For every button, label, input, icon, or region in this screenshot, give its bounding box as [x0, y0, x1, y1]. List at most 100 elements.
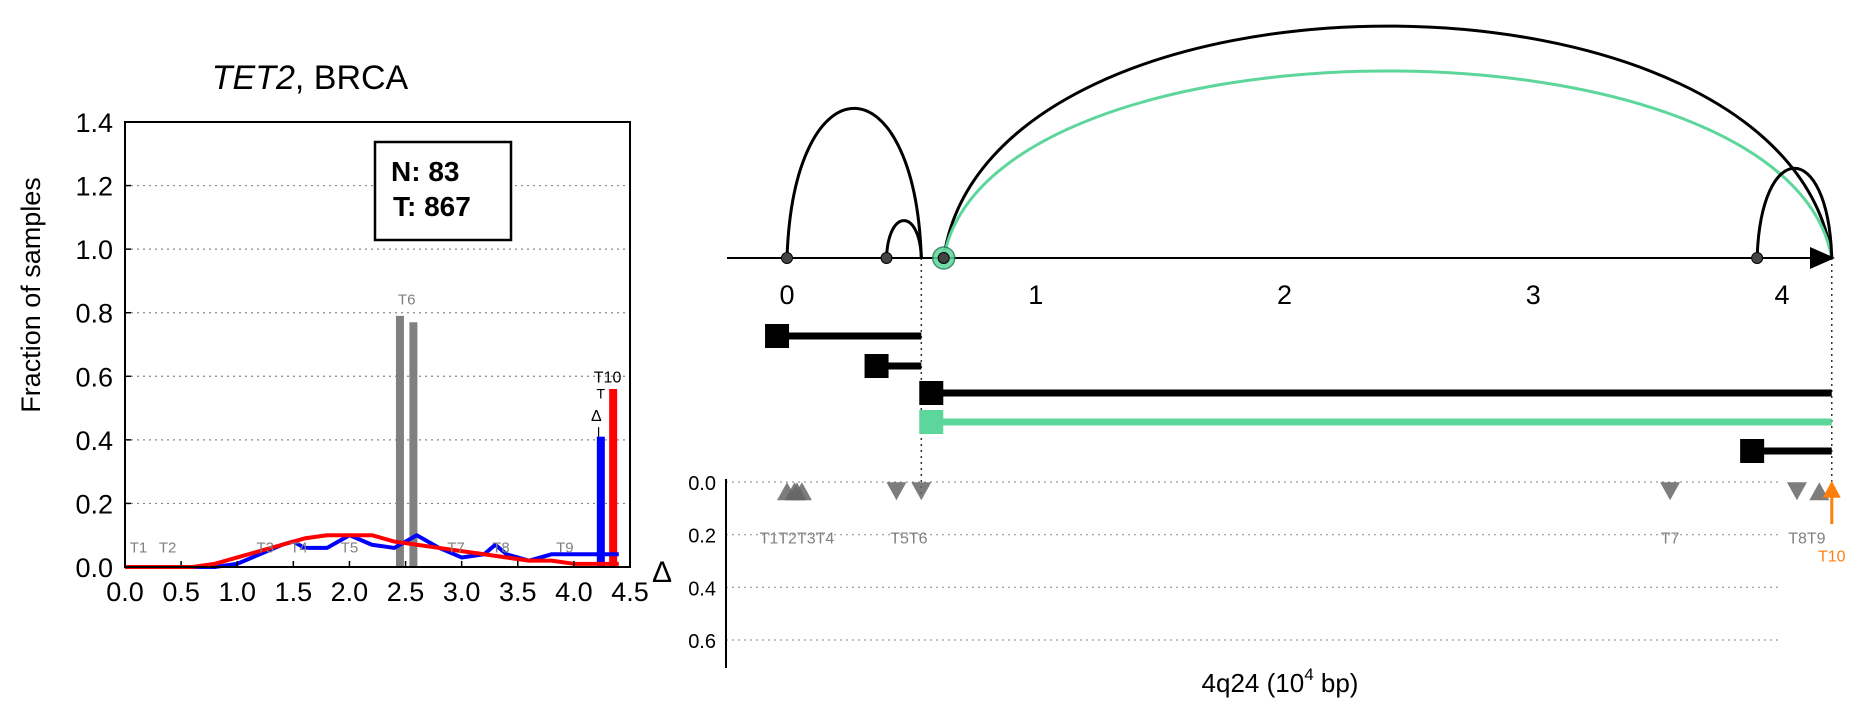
- x-tick-label: 0.0: [106, 577, 144, 607]
- junction-arc: [942, 24, 1834, 259]
- junction-nodes: [781, 246, 1764, 270]
- tss-marker: [1786, 482, 1807, 501]
- transcript-label: T7: [447, 539, 465, 556]
- axes: [124, 121, 631, 568]
- y-axis-label: Fraction of samples: [16, 177, 46, 413]
- transcript-label: T5: [341, 539, 359, 556]
- isoform-start-marker: [919, 410, 944, 434]
- transcript-label: T1: [130, 539, 148, 556]
- axis-tick-label: 2: [1277, 280, 1292, 310]
- transcript-label: T2: [159, 539, 177, 556]
- transcript-label: T9: [556, 539, 574, 556]
- boundary-lines: [920, 258, 1833, 496]
- bars: [395, 315, 618, 567]
- x-tick-label: 1.0: [218, 577, 256, 607]
- junction-arc: [1755, 166, 1834, 259]
- axis-tick-label: 0: [779, 280, 794, 310]
- delta-tick-label: 0.0: [688, 473, 716, 495]
- tumor-count: T: 867: [393, 191, 471, 222]
- tes-label-delta: Δ: [591, 408, 602, 425]
- junction-node: [937, 252, 950, 264]
- tss-marker-label: T5T6: [890, 531, 927, 548]
- tes-arrow-head: [1822, 480, 1841, 498]
- normal-count: N: 83: [391, 156, 459, 187]
- junction-arc: [885, 219, 923, 259]
- tss-bar: [395, 315, 404, 567]
- x-tick-label: 0.5: [162, 577, 200, 607]
- isoform-tracks: [765, 324, 1832, 463]
- series-line: [125, 533, 619, 569]
- tss-marker: [886, 482, 907, 501]
- transcript-label: T8: [492, 539, 510, 556]
- tick-labels: 0.0 0.5 1.0 1.5 2.0 2.5 3.0 3.5 4.0 4.5 0.0 0.2 0.4 0…: [75, 108, 648, 607]
- delta-gridlines: [726, 481, 1782, 641]
- tss-marker: [791, 482, 812, 501]
- transcript-label: T4: [290, 539, 308, 556]
- transcript-label: T3: [257, 539, 275, 556]
- plot-frame: [124, 121, 631, 568]
- delta-axis-label: Δ: [652, 556, 672, 589]
- isoform-start-marker: [864, 354, 889, 378]
- x-axis-label: 4q24 (104 bp): [1202, 665, 1359, 698]
- isoform-start-marker: [765, 324, 790, 348]
- x-tick-label: 2.5: [387, 577, 425, 607]
- x-axis-label-unit: bp): [1314, 668, 1359, 698]
- transcript-label: T6: [398, 291, 416, 308]
- x-tick-label: 4.5: [611, 577, 649, 607]
- delta-tick-label: 0.4: [688, 578, 716, 600]
- tes-bar: [596, 436, 605, 567]
- tss-marker-label: T7: [1661, 531, 1680, 548]
- title-rest: , BRCA: [295, 59, 409, 97]
- chart-title: TET2, BRCA: [212, 59, 409, 97]
- x-tick-label: 2.0: [331, 577, 369, 607]
- x-tick-label: 4.0: [555, 577, 593, 607]
- y-tick-label: 0.8: [75, 299, 113, 329]
- junction-arc: [942, 69, 1834, 259]
- y-tick-label: 1.0: [75, 235, 113, 265]
- tss-marker-label: T1T2T3T4: [760, 531, 835, 548]
- counts-box-frame: [373, 140, 513, 242]
- counts-box: N: 83 T: 867: [373, 140, 513, 242]
- tss-marker-label: T8T9: [1788, 531, 1825, 548]
- axis-tick-label: 4: [1774, 280, 1789, 310]
- axis-tick-label: 1: [1028, 280, 1043, 310]
- delta-axis: 0.0 0.2 0.4 0.6: [688, 473, 727, 668]
- y-tick-label: 0.2: [75, 489, 113, 519]
- isoform-start-marker: [1740, 439, 1765, 463]
- junction-arc: [785, 107, 923, 259]
- histogram-panel: TET2, BRCA Fraction of samples T1 T2 T3 T4 T…: [16, 59, 649, 607]
- delta-tick-label: 0.2: [688, 526, 716, 548]
- junction-arcs: [785, 24, 1834, 259]
- y-tick-label: 0.6: [75, 362, 113, 392]
- y-tick-label: 1.4: [75, 108, 113, 138]
- tes-marker-label: T10: [1818, 549, 1846, 566]
- isoform-start-marker: [919, 381, 944, 405]
- tss-marker: [911, 482, 932, 501]
- y-tick-label: 0.0: [75, 553, 113, 583]
- axis-arrowhead: [1810, 247, 1835, 269]
- x-axis-label-exponent: 4: [1304, 665, 1313, 684]
- axis-tick-label: 3: [1526, 280, 1541, 310]
- junction-node: [880, 252, 893, 264]
- tss-marker: [1660, 482, 1681, 501]
- x-tick-label: 3.5: [499, 577, 537, 607]
- genome-axis: 0 1 2 3 4: [727, 247, 1835, 310]
- tes-bar: [609, 389, 618, 567]
- tes-label: T10: [594, 370, 622, 387]
- delta-tick-label: 0.6: [688, 631, 716, 653]
- x-tick-label: 1.5: [275, 577, 313, 607]
- y-tick-label: 1.2: [75, 172, 113, 202]
- x-axis-label-main: 4q24 (10: [1202, 668, 1305, 698]
- title-gene: TET2: [212, 59, 295, 97]
- tes-label-t: T: [597, 386, 606, 402]
- series-lines: [125, 533, 619, 569]
- junction-node: [781, 252, 793, 264]
- junction-node: [1751, 252, 1764, 264]
- tss-bar: [409, 322, 418, 567]
- y-tick-label: 0.4: [75, 426, 113, 456]
- x-tick-label: 3.0: [443, 577, 481, 607]
